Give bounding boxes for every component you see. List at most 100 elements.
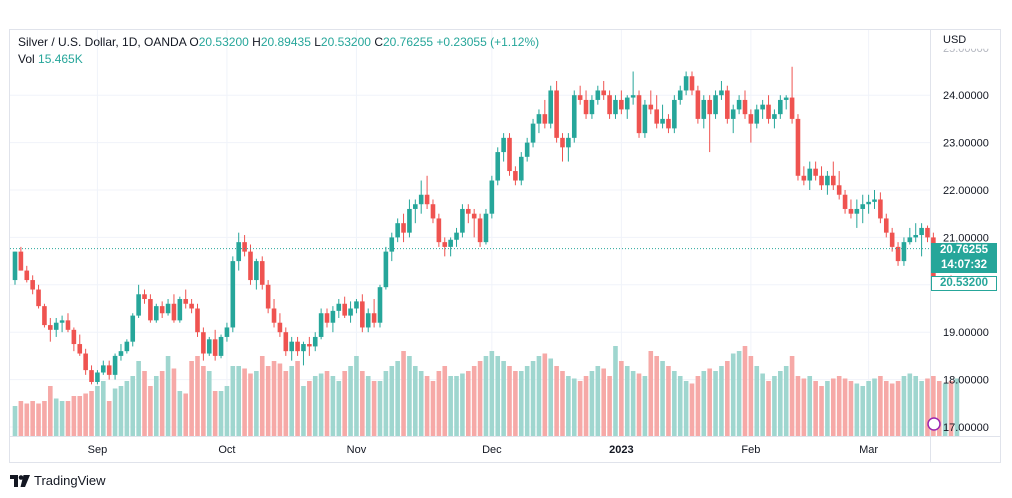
volume-bar	[142, 371, 147, 436]
candle-body	[895, 246, 901, 262]
volume-bar	[836, 376, 842, 436]
volume-bar	[48, 386, 53, 436]
candle-body	[430, 204, 436, 219]
volume-bar	[389, 366, 395, 436]
legend-ohlc[interactable]: Silver / U.S. Dollar, 1D, OANDA O20.5320…	[18, 35, 539, 49]
x-tick-label: Dec	[482, 444, 502, 456]
y-tick-label: 19.00000	[943, 327, 989, 339]
volume-bar	[866, 381, 871, 436]
legend-low-label: L	[314, 35, 321, 49]
event-marker-icon[interactable]	[927, 417, 941, 431]
candle-body	[783, 97, 789, 100]
x-tick-label: 2023	[609, 444, 633, 456]
volume-bar	[819, 386, 824, 436]
candle-body	[389, 237, 395, 252]
candle-body	[201, 332, 206, 354]
volume-bar	[95, 386, 100, 436]
volume-bar	[713, 371, 718, 436]
axis-currency-label[interactable]: USD	[943, 34, 967, 46]
price-axis[interactable]: 17.0000018.0000019.0000020.0000021.00000…	[943, 43, 989, 434]
volume-bar	[589, 371, 595, 436]
candle-body	[183, 299, 189, 304]
candle-body	[12, 251, 18, 281]
volume-bar	[236, 366, 242, 436]
candle-body	[872, 199, 877, 202]
volume-bar	[848, 381, 854, 436]
volume-bar	[624, 366, 630, 436]
candle-body	[736, 99, 742, 110]
volume-bar	[919, 381, 924, 436]
candle-body	[18, 251, 24, 271]
candle-body	[725, 90, 730, 119]
volume-bar	[307, 381, 312, 436]
volume-bar	[683, 381, 689, 436]
candle-body	[177, 299, 183, 321]
volume-bar	[883, 381, 889, 436]
volume-bar	[913, 376, 919, 436]
candle-body	[866, 201, 871, 205]
candle-body	[642, 104, 648, 134]
volume-bar	[177, 391, 183, 436]
time-axis[interactable]: Sep Oct Nov Dec 2023 Feb Mar	[88, 444, 879, 456]
open-price-tag: 20.53200	[931, 276, 997, 291]
volume-bar	[189, 361, 194, 436]
volume-bar	[395, 361, 400, 436]
candle-body	[112, 355, 118, 375]
volume-bar	[554, 366, 559, 436]
volume-bar	[677, 376, 683, 436]
candle-body	[118, 351, 124, 356]
candle-body	[707, 99, 712, 115]
candle-body	[901, 242, 907, 262]
volume-bar	[12, 406, 18, 436]
y-tick-label: 21.00000	[943, 232, 989, 244]
candle-body	[265, 284, 271, 309]
x-tick-label: Oct	[218, 444, 235, 456]
volume-bar	[736, 351, 742, 436]
candle-body	[148, 299, 153, 321]
bar-countdown-tag: 14:07:32	[931, 258, 997, 273]
candle-body	[813, 168, 818, 176]
volume-bar	[730, 353, 736, 436]
volume-bar	[524, 366, 530, 436]
volume-bar	[642, 376, 648, 436]
candle-body	[483, 213, 489, 243]
volume-bar	[630, 371, 636, 436]
candle-body	[577, 95, 583, 100]
legend-volume[interactable]: Vol 15.465K	[18, 52, 83, 66]
volume-bar	[460, 373, 465, 436]
volume-bar	[772, 376, 777, 436]
candle-body	[318, 313, 324, 337]
legend-change: +0.23055 (+1.12%)	[436, 35, 540, 49]
volume-bar	[778, 371, 783, 436]
tradingview-logo-icon	[10, 474, 30, 487]
candle-body	[407, 208, 412, 233]
y-tick-label: 23.00000	[943, 138, 989, 150]
volume-bar	[766, 381, 771, 436]
candle-body	[224, 327, 230, 337]
tradingview-brand[interactable]: TradingView	[10, 473, 106, 488]
candle-body	[836, 185, 842, 195]
volume-bar	[495, 356, 501, 436]
volume-bar	[571, 378, 577, 436]
volume-bar	[18, 401, 24, 436]
volume-bar	[248, 373, 253, 436]
candle-body	[854, 208, 860, 214]
candle-body	[289, 341, 294, 352]
volume-bar	[206, 371, 212, 436]
candle-body	[424, 194, 430, 205]
candle-body	[53, 322, 59, 330]
candle-body	[460, 208, 465, 233]
candle-body	[713, 95, 718, 115]
candle-body	[754, 109, 760, 124]
candle-body	[636, 95, 642, 134]
volume-bar	[854, 383, 860, 436]
volume-bar	[407, 356, 412, 436]
candle-body	[848, 208, 854, 214]
candle-body	[530, 123, 536, 143]
volume-bar	[471, 366, 477, 436]
candle-body	[489, 180, 495, 214]
candle-body	[248, 251, 253, 281]
candle-body	[259, 261, 265, 285]
candle-body	[589, 99, 595, 115]
